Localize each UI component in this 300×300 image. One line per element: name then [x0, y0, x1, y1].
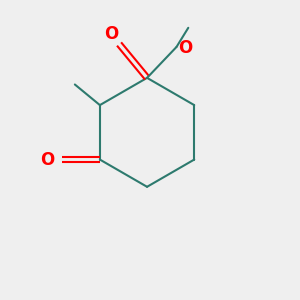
Text: O: O	[105, 25, 119, 43]
Text: O: O	[178, 39, 192, 57]
Text: O: O	[40, 151, 54, 169]
